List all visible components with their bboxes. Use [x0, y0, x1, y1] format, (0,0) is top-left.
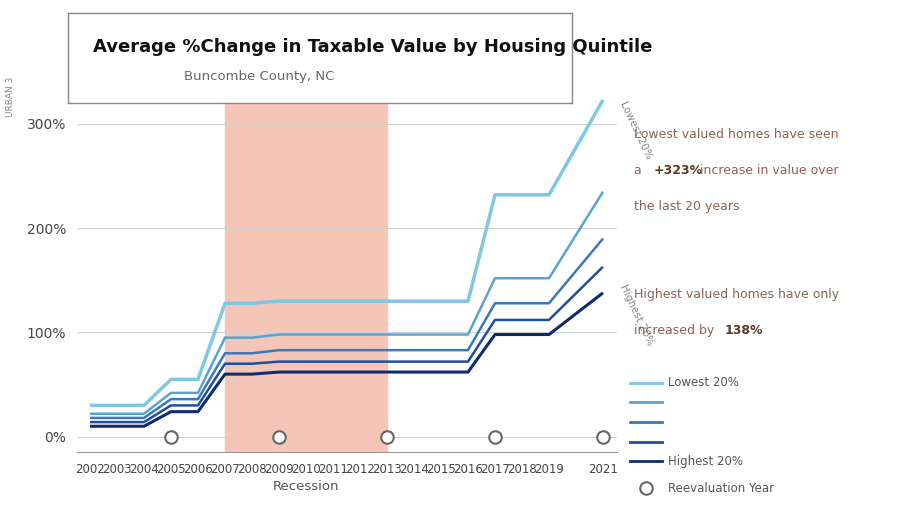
Text: Buncombe County, NC: Buncombe County, NC	[184, 70, 334, 83]
Text: URBAN 3: URBAN 3	[6, 77, 15, 118]
Text: 138%: 138%	[724, 324, 763, 337]
Text: +323%: +323%	[653, 164, 703, 177]
Text: Lowest valued homes have seen: Lowest valued homes have seen	[634, 128, 839, 141]
Text: Recession: Recession	[273, 481, 339, 493]
Text: Highest 20%: Highest 20%	[668, 454, 742, 468]
Text: Highest valued homes have only: Highest valued homes have only	[634, 288, 840, 301]
Text: Lowest 20%: Lowest 20%	[668, 376, 739, 390]
Text: Highest 20%: Highest 20%	[617, 282, 655, 346]
Text: increased by: increased by	[634, 324, 719, 337]
Text: Lowest 20%: Lowest 20%	[617, 100, 653, 161]
Bar	[225, 82, 387, 452]
Text: a: a	[634, 164, 646, 177]
Text: Reevaluation Year: Reevaluation Year	[668, 482, 774, 495]
Text: increase in value over: increase in value over	[696, 164, 838, 177]
Text: the last 20 years: the last 20 years	[634, 200, 740, 213]
Text: Average %Change in Taxable Value by Housing Quintile: Average %Change in Taxable Value by Hous…	[93, 38, 652, 56]
